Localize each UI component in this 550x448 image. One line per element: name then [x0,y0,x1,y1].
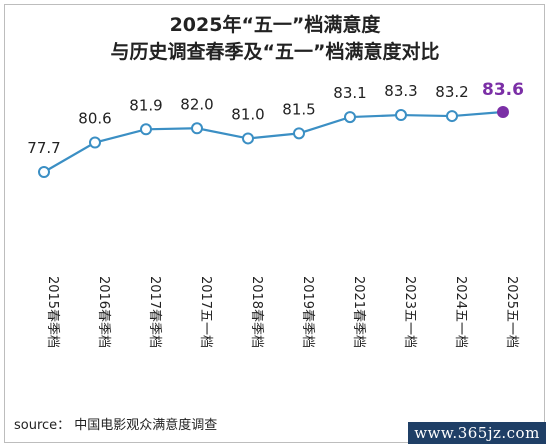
data-point [395,109,407,122]
source-note: source： 中国电影观众满意度调查 [14,418,218,433]
data-label: 83.6 [482,80,524,100]
category-label: 2016春季档 [96,276,111,348]
data-label: 80.6 [78,110,111,128]
data-point [242,132,254,145]
category-label: 2019春季档 [300,276,315,348]
chart-frame [4,4,545,443]
data-point [497,106,509,118]
data-label: 81.0 [231,105,264,123]
data-label: 81.5 [282,100,315,118]
series-line [43,110,504,173]
data-point [38,166,50,178]
category-label: 2021春季档 [351,276,366,348]
data-label: 81.9 [129,96,162,114]
data-label: 83.1 [333,84,366,102]
category-label: 2017春季档 [147,276,162,348]
data-label: 83.2 [435,83,468,101]
data-label: 82.0 [180,95,213,113]
category-label: 2017五一档 [198,276,213,348]
category-label: 2024五一档 [453,276,468,348]
category-label: 2018春季档 [249,276,264,348]
data-label: 83.3 [384,82,417,100]
chart-title-line2: 与历史调查春季及“五一”档满意度对比 [110,41,440,63]
data-point [344,111,356,124]
category-label: 2015春季档 [45,276,60,348]
data-point [140,123,152,136]
watermark: www.365jz.com [408,422,546,444]
chart-title-line1: 2025年“五一”档满意度 [169,14,381,36]
data-point [293,127,305,140]
data-label: 77.7 [27,139,60,157]
category-label: 2025五一档 [504,276,519,348]
category-label: 2023五一档 [402,276,417,348]
data-point [89,136,101,149]
data-point [446,110,458,123]
data-point [191,122,203,135]
